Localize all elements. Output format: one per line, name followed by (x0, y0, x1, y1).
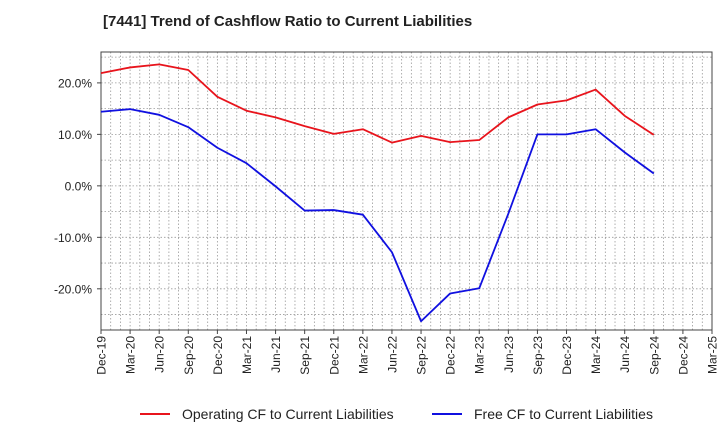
y-tick-label: 0.0% (65, 179, 93, 193)
x-tick-label: Dec-23 (560, 336, 574, 375)
series-line-2 (100, 108, 655, 323)
x-tick-label: Dec-24 (676, 336, 690, 375)
x-tick-label: Sep-23 (531, 336, 545, 375)
x-tick-label: Mar-20 (124, 336, 138, 374)
x-tick-label: Dec-20 (211, 336, 225, 375)
x-tick-label: Mar-25 (706, 336, 720, 374)
x-tick-label: Sep-22 (415, 336, 429, 375)
x-tick-label: Jun-20 (153, 336, 167, 373)
y-tick-label: 20.0% (58, 76, 92, 90)
x-tick-label: Jun-23 (502, 336, 516, 373)
x-tick-label: Dec-19 (95, 336, 109, 375)
series-line-1 (100, 63, 655, 144)
plot-frame (100, 51, 713, 331)
legend-label-1: Operating CF to Current Liabilities (182, 406, 394, 422)
y-tick-label: 10.0% (58, 128, 92, 142)
x-tick-label: Mar-22 (356, 336, 370, 374)
y-tick-label: -10.0% (54, 231, 92, 245)
x-tick-label: Sep-24 (647, 336, 661, 375)
x-tick-label: Jun-21 (269, 336, 283, 373)
x-tick-label: Dec-21 (327, 336, 341, 375)
x-tick-label: Jun-24 (618, 336, 632, 373)
x-tick-label: Mar-23 (473, 336, 487, 374)
legend-label-2: Free CF to Current Liabilities (474, 406, 653, 422)
x-tick-label: Sep-20 (182, 336, 196, 375)
x-tick-label: Dec-22 (444, 336, 458, 375)
chart-title: [7441] Trend of Cashflow Ratio to Curren… (103, 13, 473, 30)
y-tick-label: -20.0% (54, 282, 92, 296)
x-tick-label: Jun-22 (385, 336, 399, 373)
x-tick-label: Mar-24 (589, 336, 603, 374)
x-tick-label: Sep-21 (298, 336, 312, 375)
x-tick-label: Mar-21 (240, 336, 254, 374)
